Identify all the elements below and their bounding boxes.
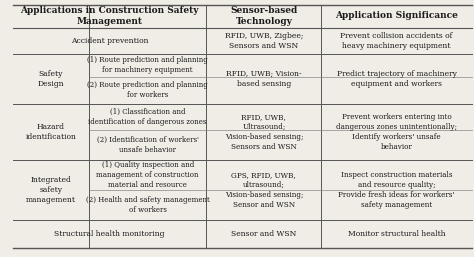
- Text: Prevent collision accidents of
heavy machinery equipment: Prevent collision accidents of heavy mac…: [340, 32, 453, 50]
- Text: Accident prevention: Accident prevention: [71, 37, 148, 45]
- Text: Sensor-based
Technology: Sensor-based Technology: [230, 6, 298, 26]
- Text: Structural health monitoring: Structural health monitoring: [55, 230, 165, 238]
- Text: (1) Route prediction and planning
for machinery equipment: (1) Route prediction and planning for ma…: [87, 56, 208, 74]
- Text: Predict trajectory of machinery
equipment and workers: Predict trajectory of machinery equipmen…: [337, 70, 456, 88]
- Text: RFID, UWB; Vision-
based sensing: RFID, UWB; Vision- based sensing: [226, 70, 301, 88]
- Text: (2) Route prediction and planning
for workers: (2) Route prediction and planning for wo…: [87, 81, 208, 99]
- Text: Prevent workers entering into
dangerous zones unintentionally;
Identify workers': Prevent workers entering into dangerous …: [336, 113, 457, 151]
- Text: Applications in Construction Safety
Management: Applications in Construction Safety Mana…: [20, 6, 199, 26]
- Text: GPS, RFID, UWB,
ultrasound;
Vision-based sensing;
Sensor and WSN: GPS, RFID, UWB, ultrasound; Vision-based…: [225, 171, 303, 209]
- Text: Application Significance: Application Significance: [335, 12, 458, 21]
- Text: (2) Identification of workers'
unsafe behavior: (2) Identification of workers' unsafe be…: [97, 136, 199, 154]
- Text: Inspect construction materials
and resource quality;
Provide fresh ideas for wor: Inspect construction materials and resou…: [338, 171, 455, 209]
- Text: Sensor and WSN: Sensor and WSN: [231, 230, 297, 238]
- Text: Hazard
identification: Hazard identification: [26, 123, 76, 141]
- Text: RFID, UWB, Zigbee;
Sensors and WSN: RFID, UWB, Zigbee; Sensors and WSN: [225, 32, 303, 50]
- Text: Integrated
safety
management: Integrated safety management: [26, 176, 76, 204]
- Text: (1) Classification and
identification of dangerous zones: (1) Classification and identification of…: [89, 108, 207, 126]
- Text: RFID, UWB,
Ultrasound;
Vision-based sensing;
Sensors and WSN: RFID, UWB, Ultrasound; Vision-based sens…: [225, 113, 303, 151]
- Text: Safety
Design: Safety Design: [38, 70, 64, 88]
- Text: (1) Quality inspection and
management of construction
material and resource: (1) Quality inspection and management of…: [96, 161, 199, 189]
- Text: (2) Health and safety management
of workers: (2) Health and safety management of work…: [86, 196, 210, 214]
- Text: Monitor structural health: Monitor structural health: [348, 230, 446, 238]
